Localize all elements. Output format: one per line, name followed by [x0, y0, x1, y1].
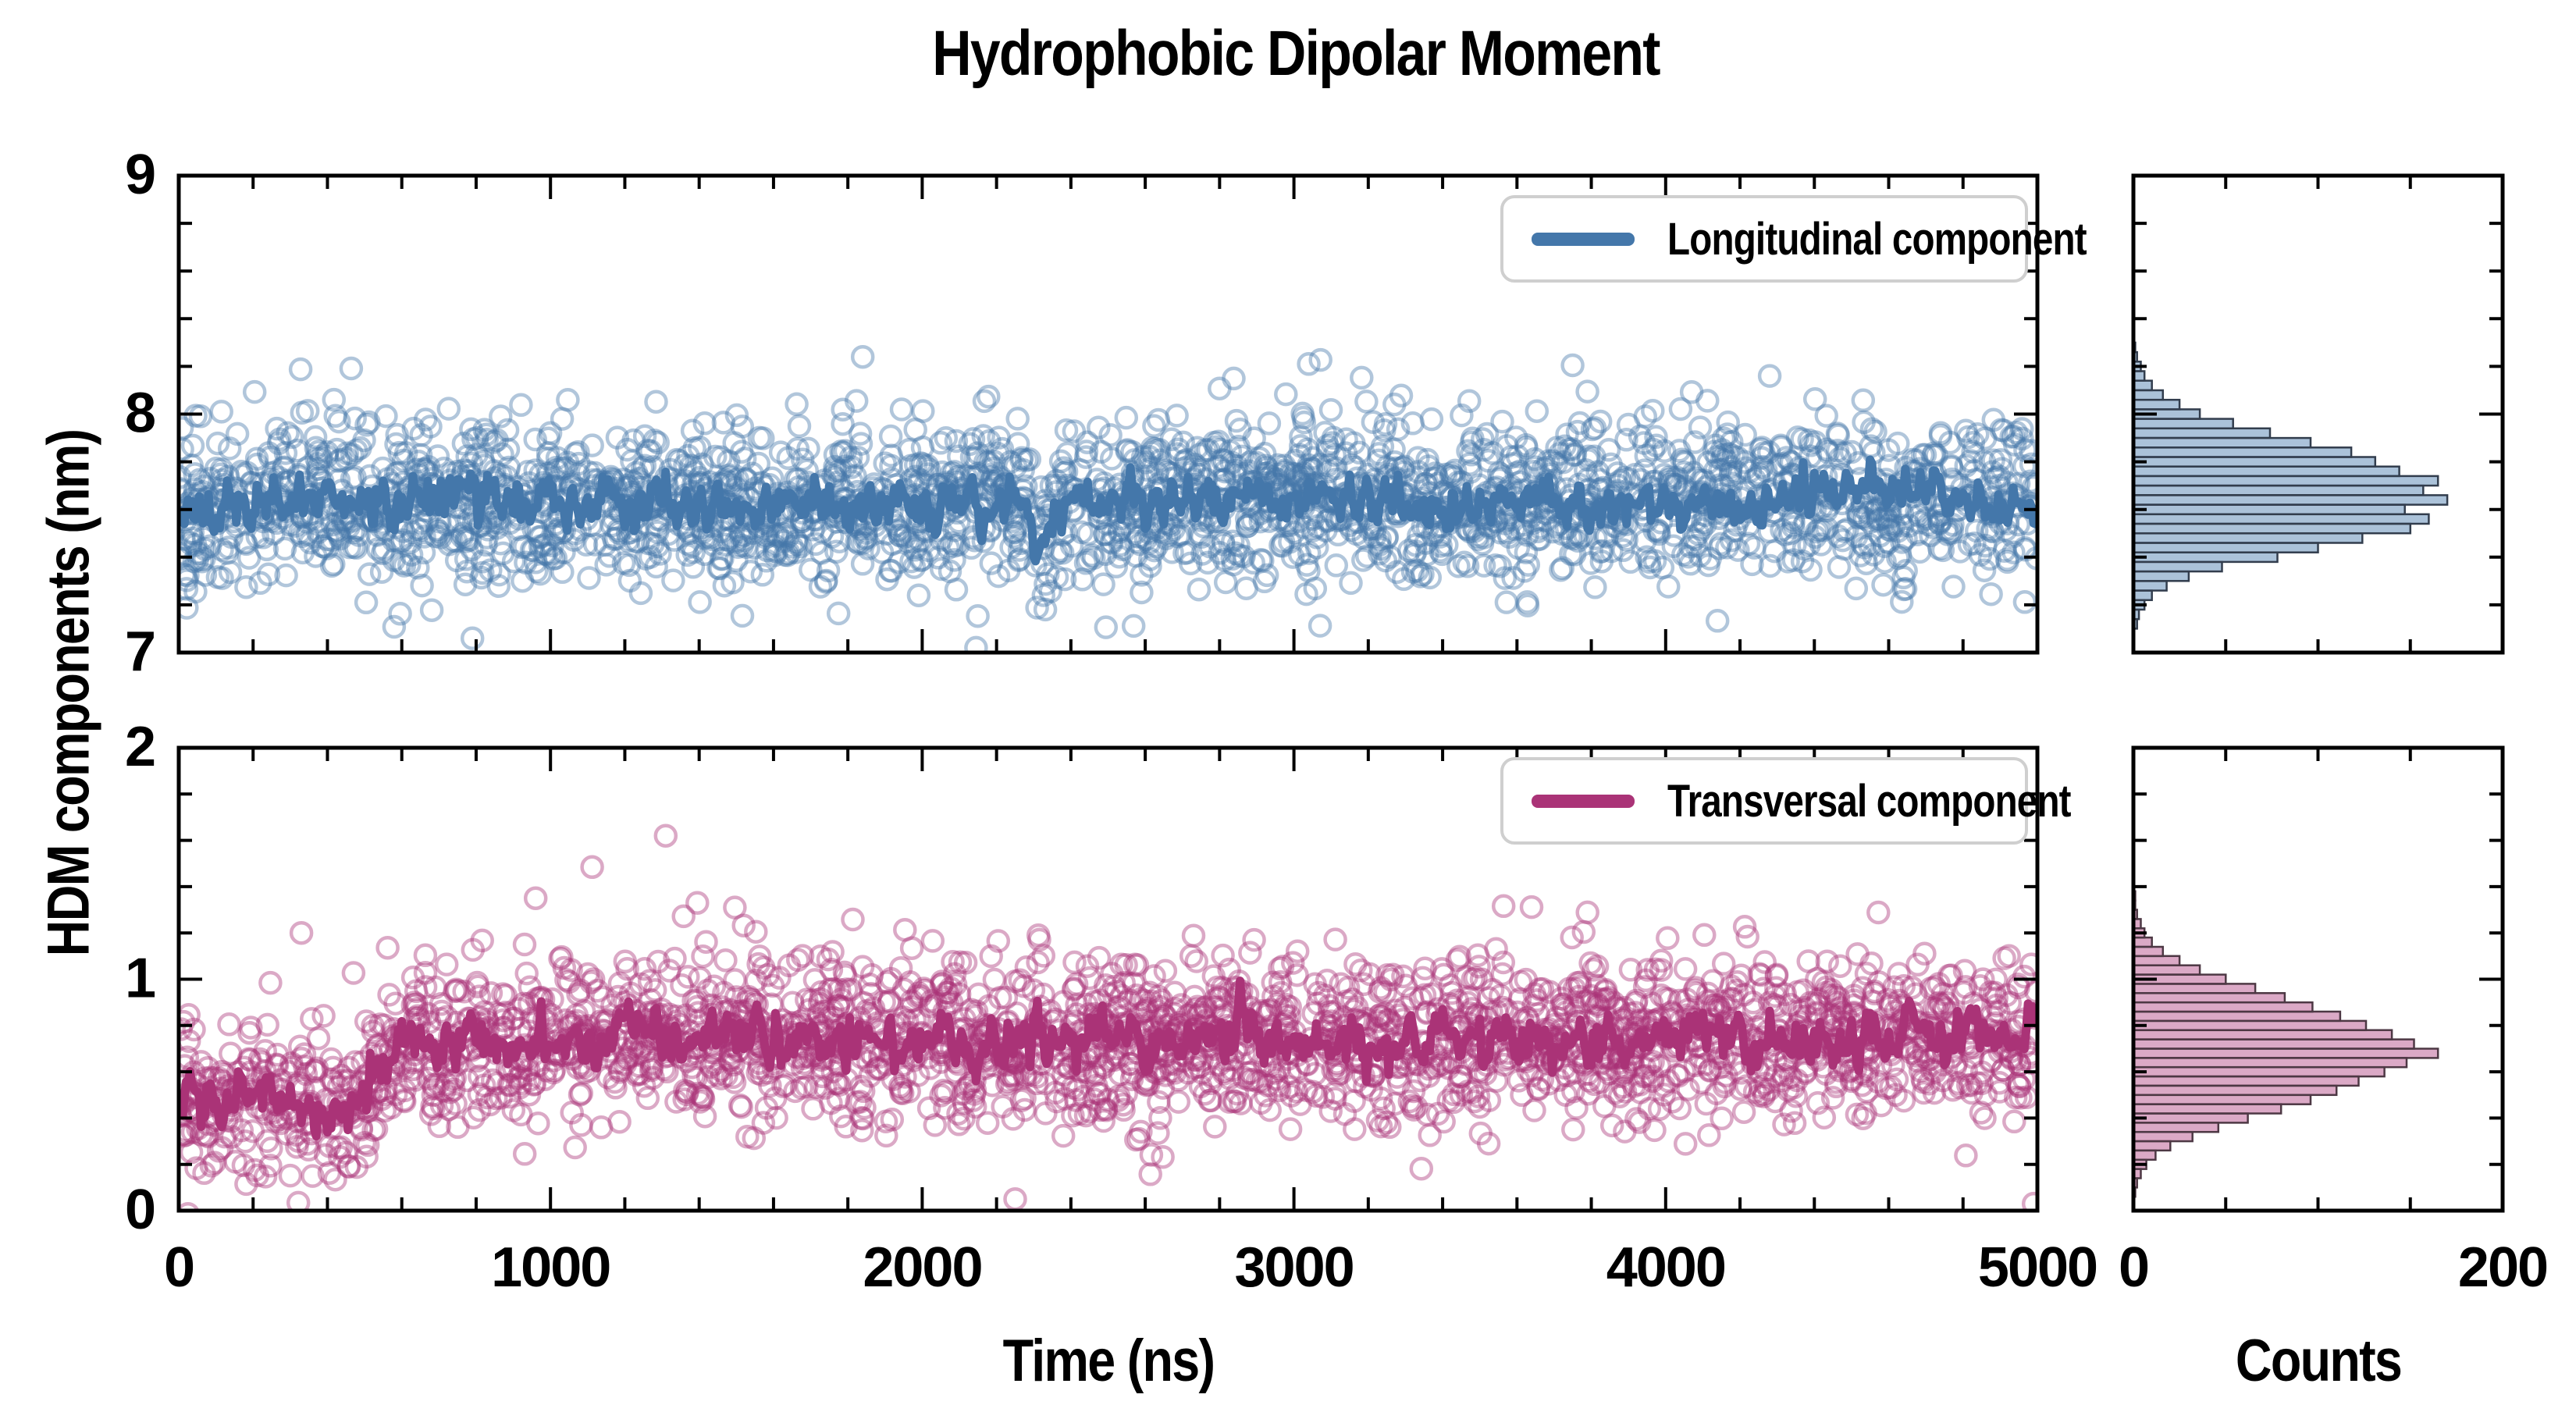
- y-axis-label: HDM components (nm): [35, 429, 102, 957]
- time-tick-label: 3000: [1235, 1236, 1354, 1299]
- x-axis-label-time: Time (ns): [1002, 1328, 1215, 1394]
- hist-bar: [2132, 983, 2257, 994]
- hist-bar: [2132, 542, 2319, 553]
- hist-bar: [2132, 456, 2377, 468]
- hist-bar: [2132, 945, 2165, 958]
- legend-longitudinal: Longitudinal component: [1500, 195, 2087, 283]
- hist-bar: [2132, 1075, 2360, 1087]
- hist-bar: [2132, 418, 2234, 430]
- ytick-label: 2: [125, 716, 155, 778]
- legend-label-transversal: Transversal component: [1667, 775, 2072, 827]
- hist-bar: [2132, 389, 2165, 401]
- hist-bar: [2132, 1122, 2220, 1133]
- hist-bar: [2132, 992, 2286, 1004]
- hist-bar: [2132, 427, 2272, 439]
- hist-bar: [2132, 1019, 2368, 1032]
- hist-bar: [2132, 551, 2279, 564]
- hist-bar: [2132, 494, 2449, 506]
- counts-tick-label: 0: [2119, 1236, 2148, 1299]
- hist-bar: [2132, 503, 2406, 516]
- hist-bar: [2132, 1130, 2194, 1143]
- hist-bar: [2132, 379, 2153, 392]
- hist-bar: [2132, 1057, 2408, 1069]
- chart-title: Hydrophobic Dipolar Moment: [932, 18, 1660, 89]
- hist-bar: [2132, 398, 2181, 411]
- hist-bar: [2132, 1010, 2342, 1023]
- hist-bar: [2132, 560, 2223, 573]
- longitudinal-histogram: [2132, 341, 2449, 630]
- ytick-label: 0: [125, 1179, 155, 1241]
- hist-bar: [2132, 1001, 2314, 1013]
- hist-bar: [2132, 475, 2439, 487]
- hist-bar: [2132, 532, 2364, 544]
- ytick-label: 1: [125, 948, 155, 1010]
- x-axis-label-counts: Counts: [2235, 1328, 2403, 1394]
- legend-label-longitudinal: Longitudinal component: [1667, 213, 2087, 265]
- hist-bar: [2132, 580, 2168, 592]
- hist-bar: [2132, 1029, 2393, 1040]
- counts-tick-label: 200: [2458, 1236, 2547, 1299]
- time-tick-label: 0: [164, 1236, 194, 1299]
- hist-bar: [2132, 1048, 2439, 1059]
- time-tick-label: 4000: [1606, 1236, 1725, 1299]
- hist-bar: [2132, 1065, 2386, 1078]
- ytick-label: 8: [125, 382, 155, 445]
- hist-bar: [2132, 484, 2425, 496]
- hist-bar: [2132, 513, 2430, 525]
- hist-bar: [2132, 589, 2153, 602]
- hist-bar: [2132, 436, 2312, 449]
- ytick-label: 7: [125, 621, 155, 683]
- hist-bar: [2132, 522, 2412, 535]
- transversal-line: [179, 976, 2037, 1141]
- legend-transversal: Transversal component: [1500, 757, 2072, 845]
- ytick-label: 9: [125, 144, 155, 206]
- hist-bar: [2132, 1112, 2249, 1124]
- hist-bar: [2132, 1084, 2338, 1097]
- time-tick-label: 1000: [491, 1236, 610, 1299]
- hist-bar: [2132, 446, 2353, 458]
- hist-bar: [2132, 1094, 2312, 1105]
- hist-bar: [2132, 1103, 2282, 1115]
- hist-bar: [2132, 1140, 2172, 1152]
- hist-bar: [2132, 955, 2181, 966]
- hist-bar: [2132, 1038, 2415, 1050]
- hist-bar: [2132, 465, 2400, 478]
- longitudinal-line: [179, 455, 2037, 566]
- hist-bar: [2132, 936, 2153, 948]
- hist-bar: [2132, 570, 2190, 582]
- transversal-histogram: [2132, 890, 2439, 1198]
- longitudinal-line-swatch: [1532, 232, 1635, 246]
- time-tick-label: 5000: [1978, 1236, 2097, 1299]
- time-tick-label: 2000: [863, 1236, 981, 1299]
- hist-bar: [2132, 1149, 2157, 1161]
- transversal-line-swatch: [1532, 794, 1635, 808]
- hist-bar: [2132, 964, 2201, 976]
